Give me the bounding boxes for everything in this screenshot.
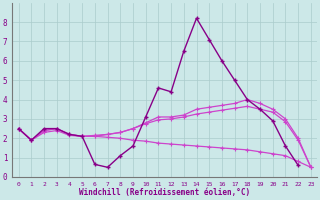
X-axis label: Windchill (Refroidissement éolien,°C): Windchill (Refroidissement éolien,°C) [79,188,250,197]
